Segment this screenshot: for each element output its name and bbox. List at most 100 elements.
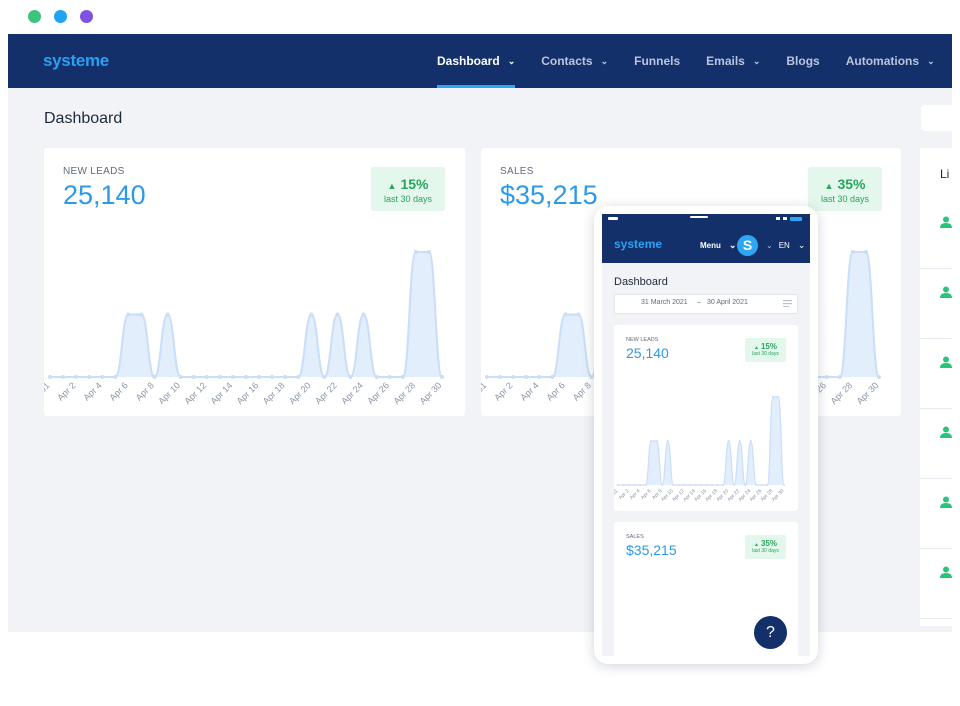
list-card-title: Li [940, 167, 950, 181]
user-icon [940, 566, 952, 578]
data-point [733, 484, 736, 486]
menu-label: Menu [700, 241, 721, 250]
data-point [283, 375, 288, 379]
date-separator: – [697, 299, 701, 306]
data-point [850, 250, 855, 254]
signal-icon [776, 217, 780, 220]
card-label: SALES [626, 534, 644, 540]
data-point [666, 440, 669, 442]
nav-item-emails[interactable]: Emails ⌄ [706, 34, 760, 88]
data-point [191, 375, 196, 379]
data-point [139, 312, 144, 317]
date-to: 30 April 2021 [707, 299, 748, 306]
data-point [440, 375, 444, 379]
data-point [322, 375, 327, 379]
top-navigation: systeme Dashboard ⌄ Contacts ⌄ Funnels Emails… [8, 34, 952, 88]
nav-item-blogs[interactable]: Blogs [786, 34, 819, 88]
date-range-picker[interactable]: 31 March 2021 – 30 April 2021 [614, 294, 798, 314]
card-value: $35,215 [500, 180, 598, 210]
user-icon [940, 286, 952, 298]
series-area [618, 397, 784, 485]
data-point [498, 375, 503, 379]
nav-item-automations[interactable]: Automations ⌄ [846, 34, 935, 88]
window-dot-green[interactable] [28, 10, 41, 23]
list-divider [920, 338, 952, 339]
x-tick-label: Apr 2 [618, 488, 631, 501]
chevron-down-icon: ⌄ [728, 240, 737, 250]
avatar[interactable]: S [737, 235, 758, 256]
data-point [837, 375, 842, 379]
mobile-page-title: Dashboard [614, 276, 668, 288]
window-controls [28, 10, 93, 23]
date-filter-input[interactable] [921, 105, 952, 131]
mobile-screen: systeme Menu ⌄ S ⌄ EN ⌄ Dashboard 31 March … [602, 214, 810, 656]
window-dot-blue[interactable] [54, 10, 67, 23]
trend-up-icon: ▲ [754, 345, 759, 351]
x-tick-label: Apr 4 [629, 488, 642, 501]
language-label: EN [778, 241, 790, 250]
data-point [413, 250, 418, 254]
chevron-down-icon: ⌄ [927, 55, 935, 66]
x-tick-label: Apr 4 [81, 380, 103, 402]
nav-item-funnels[interactable]: Funnels [634, 34, 680, 88]
data-point [335, 312, 340, 317]
data-point [87, 375, 92, 379]
change-percent: 35% [760, 539, 777, 548]
chevron-down-icon: ⌄ [797, 240, 806, 250]
mobile-header: systeme Menu ⌄ S ⌄ EN ⌄ [602, 214, 810, 263]
nav-item-label: Blogs [786, 54, 820, 68]
language-select[interactable]: ⌄ EN ⌄ [766, 240, 805, 251]
data-point [61, 375, 66, 379]
x-tick-label: Apr 4 [518, 380, 540, 402]
data-point [100, 375, 105, 379]
mobile-menu-button[interactable]: Menu ⌄ [700, 240, 736, 251]
data-point [74, 375, 79, 379]
x-tick-label: Apr 6 [640, 488, 653, 501]
main-nav: Dashboard ⌄ Contacts ⌄ Funnels Emails ⌄ Blogs Au… [437, 34, 952, 88]
x-tick-label: Apr 12 [182, 380, 208, 406]
data-point [777, 396, 780, 398]
x-tick-label: Apr 24 [339, 380, 365, 406]
data-point [863, 250, 868, 254]
x-tick-label: Apr 10 [156, 380, 182, 406]
data-point [700, 484, 702, 486]
mobile-logo[interactable]: systeme [614, 237, 663, 251]
data-point [766, 484, 769, 486]
data-point [257, 375, 262, 379]
user-icon [940, 426, 952, 438]
new-leads-card: NEW LEADS 25,140 ▲15% last 30 days Mar 3… [44, 148, 465, 416]
card-value: 25,140 [63, 180, 146, 210]
help-button[interactable]: ? [754, 616, 787, 649]
x-tick-label: Apr 28 [391, 380, 417, 406]
x-tick-label: Apr 28 [828, 380, 854, 406]
data-point [387, 375, 392, 379]
data-point [683, 484, 686, 486]
data-point [694, 484, 697, 486]
data-point [755, 484, 758, 486]
chevron-down-icon: ⌄ [600, 55, 609, 66]
trend-up-icon: ▲ [754, 542, 759, 548]
data-point [113, 375, 118, 379]
list-divider [920, 478, 952, 479]
nav-item-dashboard[interactable]: Dashboard ⌄ [437, 34, 516, 88]
card-label: NEW LEADS [63, 166, 125, 177]
change-percent: 15% [760, 342, 777, 351]
date-from: 31 March 2021 [641, 299, 688, 306]
window-dot-purple[interactable] [80, 10, 93, 23]
x-tick-label: Apr 6 [545, 380, 567, 402]
chevron-down-icon: ⌄ [752, 55, 761, 66]
card-value: 25,140 [626, 345, 669, 361]
data-point [296, 375, 301, 379]
data-point [270, 375, 275, 379]
nav-item-contacts[interactable]: Contacts ⌄ [541, 34, 608, 88]
app-logo[interactable]: systeme [43, 51, 109, 70]
data-point [563, 312, 568, 317]
change-badge: ▲ 35% last 30 days [808, 167, 882, 211]
x-tick-label: Apr 22 [313, 380, 339, 406]
data-point [617, 484, 619, 486]
x-tick-label: Mar 31 [481, 380, 488, 407]
data-point [126, 312, 131, 317]
battery-icon [790, 217, 802, 221]
nav-item-label: Contacts [541, 54, 593, 68]
nav-item-label: Automations [845, 54, 920, 68]
